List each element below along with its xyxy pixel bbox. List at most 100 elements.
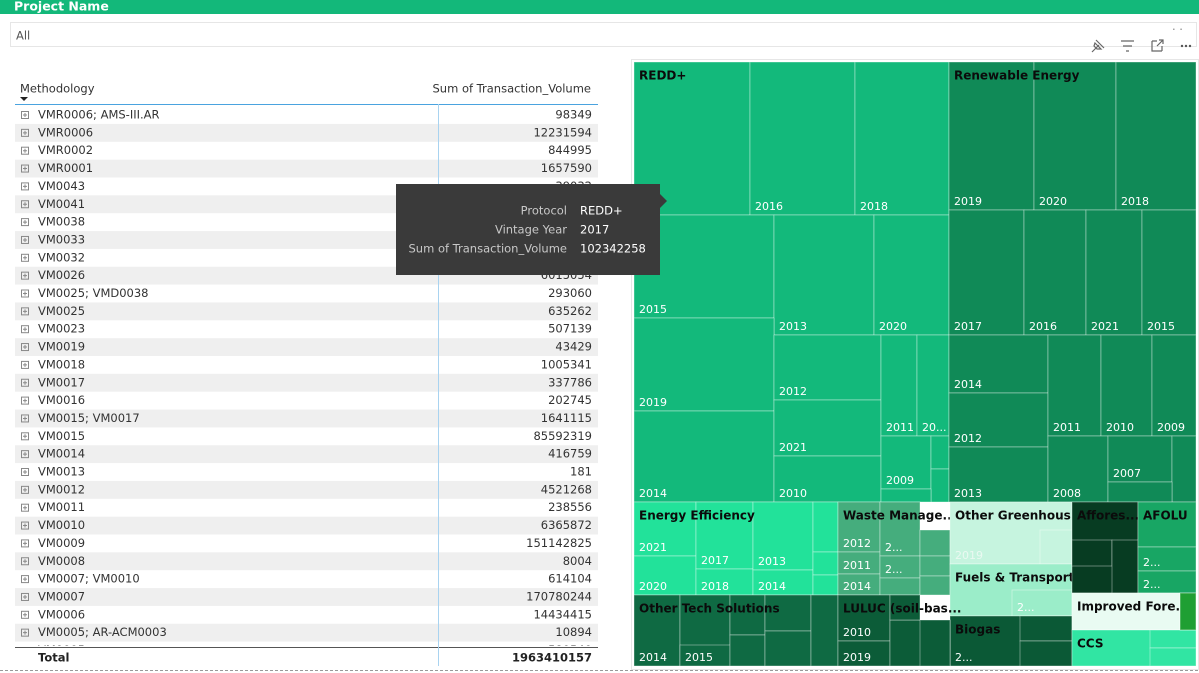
expand-icon[interactable] [21,485,29,494]
treemap-cell[interactable] [752,501,814,571]
expand-icon[interactable] [21,521,29,530]
treemap-cell[interactable] [916,334,950,437]
treemap-cell[interactable] [1047,334,1102,437]
more-icon[interactable] [1180,44,1192,48]
expand-icon[interactable] [21,289,29,298]
treemap-cell[interactable] [1023,209,1087,336]
treemap-cell[interactable] [837,594,891,642]
treemap-cell[interactable] [948,61,1035,211]
treemap-cell[interactable] [810,594,839,667]
expand-icon[interactable] [21,325,29,334]
expand-icon[interactable] [21,128,29,137]
treemap-cell[interactable] [773,399,882,457]
treemap-cell[interactable] [930,468,950,503]
expand-icon[interactable] [21,307,29,316]
treemap-cell[interactable] [879,501,921,557]
expand-icon[interactable] [21,592,29,601]
treemap-cell[interactable] [919,575,951,596]
expand-icon[interactable] [21,146,29,155]
treemap-cell[interactable] [1171,435,1197,503]
expand-icon[interactable] [21,414,29,423]
focus-icon[interactable] [1151,39,1164,52]
methodology: VM0017 [38,375,85,389]
treemap-cell[interactable] [948,392,1049,448]
treemap-cell[interactable] [919,619,951,667]
treemap-cell[interactable] [1033,61,1117,211]
treemap-cell[interactable] [854,61,950,216]
expand-icon[interactable] [21,378,29,387]
treemap-cell[interactable] [633,555,697,596]
treemap-cell[interactable] [633,501,697,557]
treemap-cell[interactable] [880,488,932,503]
treemap-cell[interactable] [1011,589,1073,617]
treemap-cell[interactable] [752,569,814,596]
filter-icon[interactable] [1121,40,1134,52]
expand-icon[interactable] [21,271,29,280]
expand-icon[interactable] [21,503,29,512]
treemap-cell[interactable] [729,634,766,667]
expand-icon[interactable] [21,182,29,191]
expand-icon[interactable] [21,164,29,173]
treemap-cell[interactable] [812,551,839,576]
treemap-cell[interactable] [837,640,891,667]
expand-icon[interactable] [21,235,29,244]
expand-icon[interactable] [21,343,29,352]
treemap-cell[interactable] [749,61,856,216]
treemap-cell[interactable] [1107,481,1173,503]
column-header[interactable]: Methodology [20,82,95,96]
expand-icon[interactable] [21,200,29,209]
treemap-cell[interactable] [729,594,766,636]
expand-icon[interactable] [21,628,29,637]
treemap-cell[interactable] [1071,592,1181,631]
treemap-cell[interactable] [1085,209,1143,336]
treemap-cell[interactable] [1039,529,1073,565]
expand-icon[interactable] [21,557,29,566]
expand-icon[interactable] [21,218,29,227]
slicer-box[interactable] [10,22,1197,47]
treemap-cell[interactable] [1179,592,1197,631]
expand-icon[interactable] [21,450,29,459]
expand-icon[interactable] [21,253,29,262]
treemap-cell[interactable] [919,529,951,557]
treemap-cell[interactable] [1111,539,1139,594]
expand-icon[interactable] [21,610,29,619]
treemap-cell[interactable] [773,334,882,401]
pin-icon[interactable] [1091,39,1105,53]
treemap-cell[interactable] [1107,435,1173,483]
treemap-cell[interactable] [773,214,875,336]
treemap-cell[interactable] [889,594,921,621]
treemap-cell[interactable] [948,209,1025,336]
treemap-cell[interactable] [873,214,950,336]
treemap-cell[interactable] [1115,61,1197,211]
treemap-cell[interactable] [764,630,812,667]
expand-icon[interactable] [21,432,29,441]
treemap-cell[interactable] [773,455,882,503]
treemap-cell[interactable] [919,555,951,577]
expand-icon[interactable] [21,575,29,584]
treemap-cell[interactable] [812,574,839,596]
expand-icon[interactable] [21,396,29,405]
treemap-cell[interactable] [1151,334,1197,437]
expand-icon[interactable] [21,468,29,476]
treemap-cell[interactable] [930,435,950,470]
treemap-cell[interactable] [1141,209,1197,336]
expand-icon[interactable] [21,539,29,548]
expand-icon[interactable] [21,360,29,369]
treemap-cell[interactable] [633,317,775,412]
treemap-cell[interactable] [837,501,881,553]
expand-icon[interactable] [21,111,29,119]
treemap-cell[interactable] [1019,615,1073,642]
treemap-cell[interactable] [1019,640,1073,667]
treemap-cell[interactable] [879,577,921,596]
treemap-cell[interactable] [812,501,839,553]
treemap-cell[interactable] [880,334,918,437]
treemap-cell[interactable] [1149,629,1197,649]
slicer-value[interactable]: All [16,29,30,43]
treemap-cell[interactable] [1149,647,1197,667]
column-header[interactable]: Sum of Transaction_Volume [433,82,592,96]
treemap-cell[interactable] [948,334,1049,394]
treemap-cell[interactable] [880,435,932,490]
treemap-cell[interactable] [1071,539,1113,567]
volume: 293060 [548,286,592,300]
treemap-cell[interactable] [633,410,775,503]
